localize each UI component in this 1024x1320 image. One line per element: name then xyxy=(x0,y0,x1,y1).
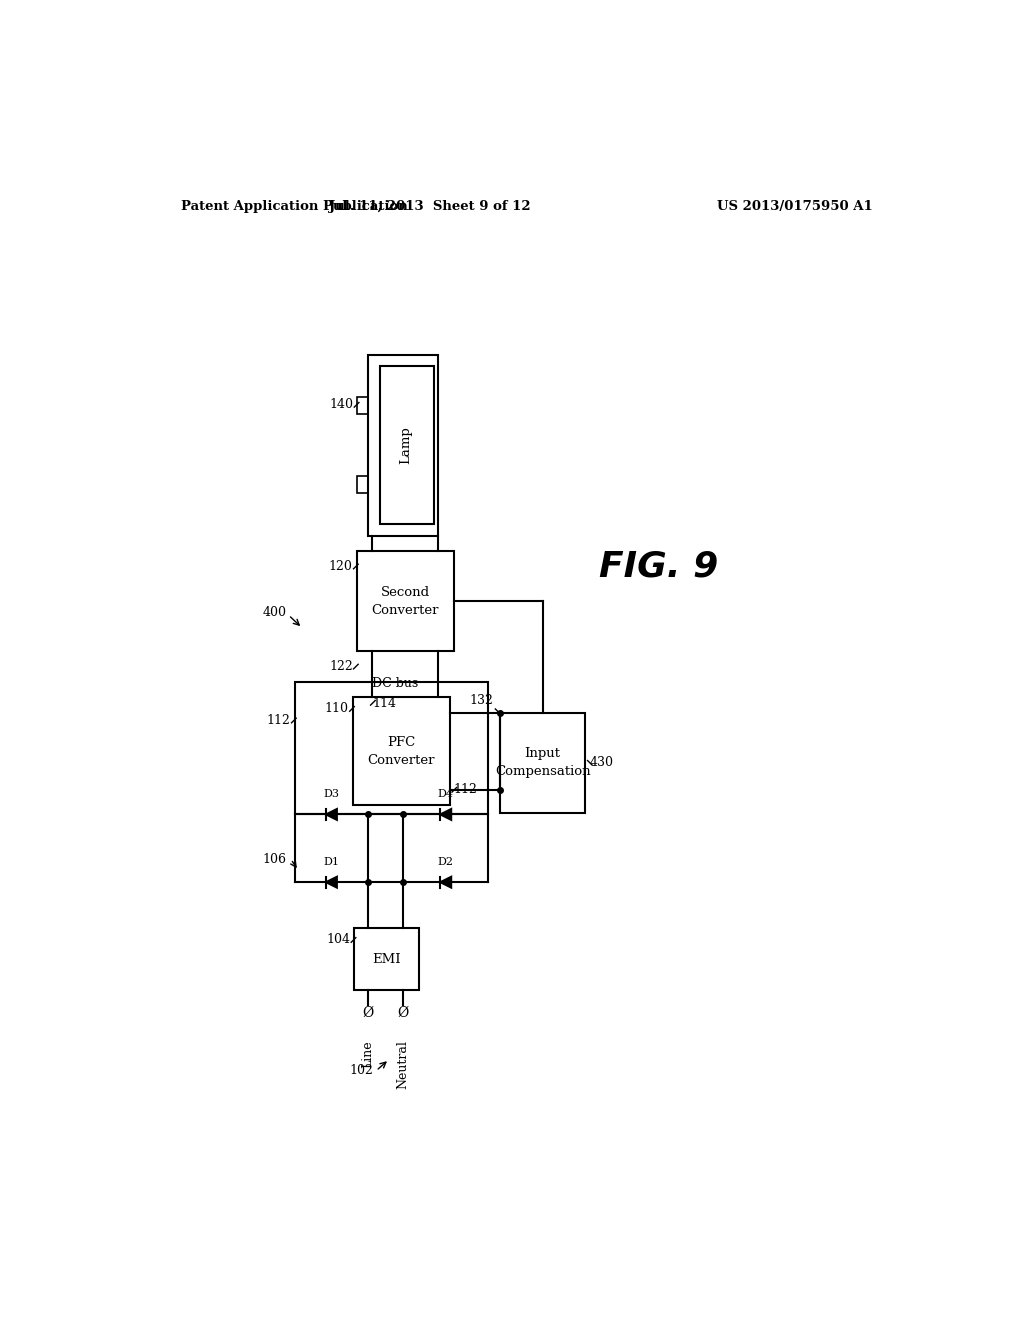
Bar xyxy=(357,477,369,494)
Bar xyxy=(356,552,454,651)
Text: Patent Application Publication: Patent Application Publication xyxy=(180,199,408,213)
Polygon shape xyxy=(326,876,337,887)
Text: PFC
Converter: PFC Converter xyxy=(368,735,435,767)
Text: FIG. 9: FIG. 9 xyxy=(599,549,719,583)
Text: Jul. 11, 2013  Sheet 9 of 12: Jul. 11, 2013 Sheet 9 of 12 xyxy=(330,199,531,213)
Text: 110: 110 xyxy=(325,702,349,715)
Polygon shape xyxy=(326,809,337,820)
Text: 104: 104 xyxy=(327,933,350,946)
Text: US 2013/0175950 A1: US 2013/0175950 A1 xyxy=(717,199,872,213)
Bar xyxy=(369,355,438,536)
Text: Ø: Ø xyxy=(397,1006,409,1020)
Text: 122: 122 xyxy=(329,660,352,673)
Text: D3: D3 xyxy=(324,789,339,799)
Text: Second
Converter: Second Converter xyxy=(372,586,439,616)
Bar xyxy=(357,397,369,414)
Text: EMI: EMI xyxy=(372,953,400,966)
Text: Input
Compensation: Input Compensation xyxy=(495,747,591,779)
Text: Lamp: Lamp xyxy=(399,426,412,465)
Text: 102: 102 xyxy=(350,1064,374,1077)
Text: 106: 106 xyxy=(263,853,287,866)
Text: D2: D2 xyxy=(437,857,454,867)
Text: D4: D4 xyxy=(437,789,454,799)
Polygon shape xyxy=(440,876,452,887)
Bar xyxy=(380,367,434,524)
Text: 132: 132 xyxy=(470,693,494,706)
Bar xyxy=(352,697,450,805)
Text: 120: 120 xyxy=(329,560,352,573)
Bar xyxy=(354,928,419,990)
Text: 112: 112 xyxy=(267,714,291,727)
Text: 430: 430 xyxy=(589,756,613,770)
Text: 400: 400 xyxy=(263,606,287,619)
Text: 114: 114 xyxy=(372,697,396,710)
Text: Ø: Ø xyxy=(362,1006,374,1020)
Text: D1: D1 xyxy=(324,857,339,867)
Text: 140: 140 xyxy=(330,399,353,412)
Bar xyxy=(295,682,488,814)
Text: Line: Line xyxy=(361,1040,375,1068)
Bar xyxy=(500,713,586,813)
Polygon shape xyxy=(440,809,452,820)
Text: Neutral: Neutral xyxy=(396,1040,410,1089)
Text: 112: 112 xyxy=(454,783,477,796)
Text: DC bus: DC bus xyxy=(372,677,419,689)
